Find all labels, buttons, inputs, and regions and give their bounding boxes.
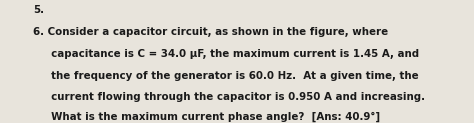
Text: the frequency of the generator is 60.0 Hz.  At a given time, the: the frequency of the generator is 60.0 H… — [33, 71, 419, 81]
Text: current flowing through the capacitor is 0.950 A and increasing.: current flowing through the capacitor is… — [33, 92, 425, 102]
Text: What is the maximum current phase angle?  [Ans: 40.9°]: What is the maximum current phase angle?… — [33, 111, 380, 122]
Text: 5.: 5. — [33, 5, 44, 15]
Text: capacitance is C = 34.0 μF, the maximum current is 1.45 A, and: capacitance is C = 34.0 μF, the maximum … — [33, 49, 419, 59]
Text: 6. Consider a capacitor circuit, as shown in the figure, where: 6. Consider a capacitor circuit, as show… — [33, 27, 388, 37]
